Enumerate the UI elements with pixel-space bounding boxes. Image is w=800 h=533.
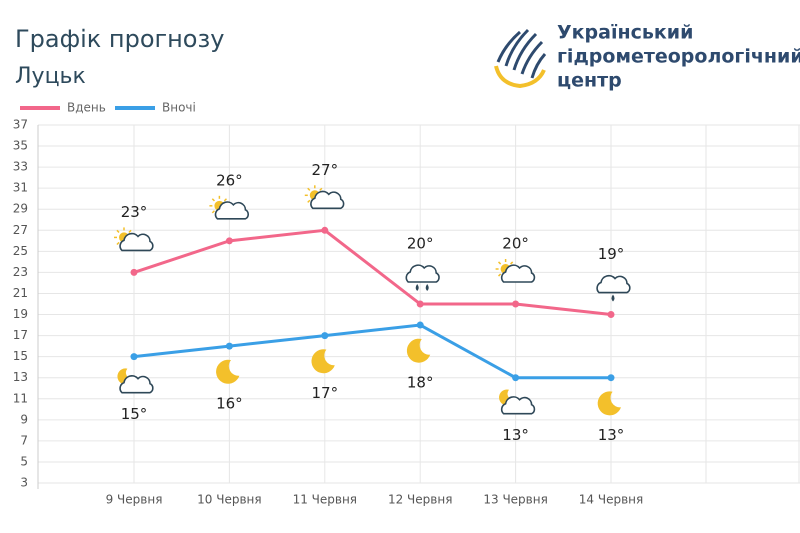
chart-subtitle: Луцьк <box>15 64 86 89</box>
sun-ray <box>223 198 228 202</box>
data-point <box>321 332 329 340</box>
y-tick-label: 19 <box>13 307 28 321</box>
x-tick-label: 14 Червня <box>579 493 643 507</box>
y-tick-label: 11 <box>13 391 28 405</box>
logo-text: центр <box>557 70 622 92</box>
y-tick-label: 7 <box>20 433 28 447</box>
y-tick-label: 23 <box>13 265 28 279</box>
sun-ray <box>307 199 311 203</box>
data-label: 13° <box>598 426 625 444</box>
data-point <box>607 311 615 319</box>
sun-ray <box>497 261 502 265</box>
icon-moon <box>597 391 621 416</box>
data-point <box>416 300 424 308</box>
sun-ray <box>116 229 120 233</box>
data-label: 23° <box>121 203 148 221</box>
icon-cloud <box>500 396 536 415</box>
icon-cloud <box>405 264 440 283</box>
data-label: 19° <box>598 245 625 263</box>
y-tick-label: 17 <box>13 328 28 342</box>
legend-label: Вдень <box>67 101 106 115</box>
icon-cloud <box>310 190 345 210</box>
data-label: 13° <box>502 426 529 444</box>
data-point <box>130 353 138 361</box>
logo-text: гідрометеорологічний <box>557 46 800 68</box>
y-tick-label: 9 <box>20 412 28 426</box>
data-point <box>416 321 424 329</box>
icon-cloud <box>119 232 154 252</box>
sun-ray <box>510 261 514 265</box>
icon-drop <box>415 284 419 291</box>
series-line <box>133 323 611 380</box>
icon-cloud <box>119 375 154 394</box>
data-label: 18° <box>407 374 434 392</box>
y-tick-label: 5 <box>20 454 28 468</box>
data-point <box>225 237 233 245</box>
data-label: 26° <box>216 171 243 189</box>
icon-drop <box>425 284 429 291</box>
data-label: 27° <box>312 161 339 179</box>
icon-moon <box>311 349 335 374</box>
sun-ray <box>319 187 323 191</box>
data-label: 20° <box>407 235 434 253</box>
data-point <box>225 342 233 350</box>
data-point <box>130 268 138 276</box>
legend-label: Вночі <box>162 101 196 115</box>
sun-ray <box>211 198 215 202</box>
y-tick-label: 35 <box>13 139 28 153</box>
icon-cloud <box>500 264 536 283</box>
series-line <box>133 228 612 317</box>
icon-moon <box>216 359 240 384</box>
sun-ray <box>211 210 215 214</box>
y-tick-label: 13 <box>13 370 28 384</box>
sun-ray <box>497 273 502 277</box>
data-label: 17° <box>312 384 339 402</box>
icon-cloud <box>214 201 249 220</box>
data-point <box>512 374 520 382</box>
y-tick-label: 27 <box>13 223 28 237</box>
icon-moon <box>406 338 431 363</box>
data-label: 16° <box>216 395 243 413</box>
sun-ray <box>116 241 120 246</box>
y-tick-label: 31 <box>13 181 28 195</box>
y-tick-label: 15 <box>13 349 28 363</box>
x-tick-label: 10 Червня <box>197 493 261 507</box>
x-tick-label: 12 Червня <box>388 493 452 507</box>
y-tick-label: 3 <box>20 476 28 490</box>
data-point <box>512 300 520 308</box>
y-tick-label: 25 <box>13 244 28 258</box>
x-tick-label: 13 Червня <box>483 493 547 507</box>
chart-title: Графік прогнозу <box>15 25 224 53</box>
icon-drop <box>611 294 615 302</box>
data-label: 15° <box>121 405 148 423</box>
data-point <box>607 374 615 382</box>
sun-ray <box>307 187 311 191</box>
y-tick-label: 29 <box>13 202 28 216</box>
y-tick-label: 37 <box>13 118 28 132</box>
icon-cloud <box>596 274 631 294</box>
x-tick-label: 11 Червня <box>293 493 357 507</box>
x-tick-label: 9 Червня <box>106 493 163 507</box>
data-label: 20° <box>502 235 529 253</box>
logo <box>494 28 547 89</box>
sun-ray <box>128 229 132 233</box>
y-tick-label: 21 <box>13 286 28 300</box>
y-tick-label: 33 <box>13 160 28 174</box>
logo-text: Український <box>557 22 693 44</box>
data-point <box>321 226 329 234</box>
